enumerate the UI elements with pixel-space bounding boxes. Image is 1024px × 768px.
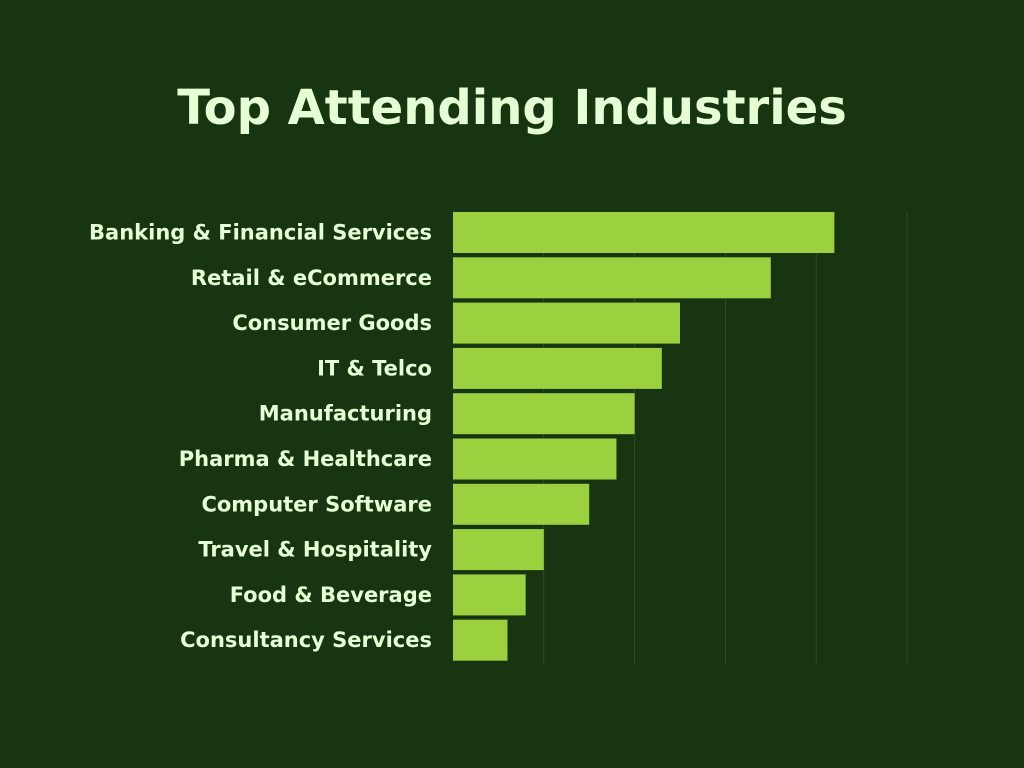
category-label: Banking & Financial Services [89, 221, 432, 245]
bars [453, 212, 835, 661]
bar [453, 438, 617, 480]
category-label: Retail & eCommerce [191, 266, 432, 290]
chart-title: Top Attending Industries [177, 80, 847, 136]
bar [453, 347, 662, 389]
bar [453, 302, 680, 344]
bar [453, 529, 544, 571]
category-label: Pharma & Healthcare [179, 447, 432, 471]
bar [453, 574, 526, 616]
category-label: IT & Telco [317, 356, 432, 380]
category-label: Consultancy Services [180, 628, 432, 652]
category-label: Manufacturing [259, 402, 432, 426]
bar [453, 619, 508, 661]
bar [453, 212, 835, 253]
category-label: Food & Beverage [230, 583, 432, 607]
category-label: Consumer Goods [232, 311, 432, 335]
category-label: Computer Software [201, 492, 432, 516]
bar [453, 257, 771, 299]
bar [453, 483, 590, 525]
bar [453, 393, 635, 435]
category-label: Travel & Hospitality [198, 538, 432, 562]
category-labels: Banking & Financial Services Retail & eCo… [89, 221, 432, 653]
